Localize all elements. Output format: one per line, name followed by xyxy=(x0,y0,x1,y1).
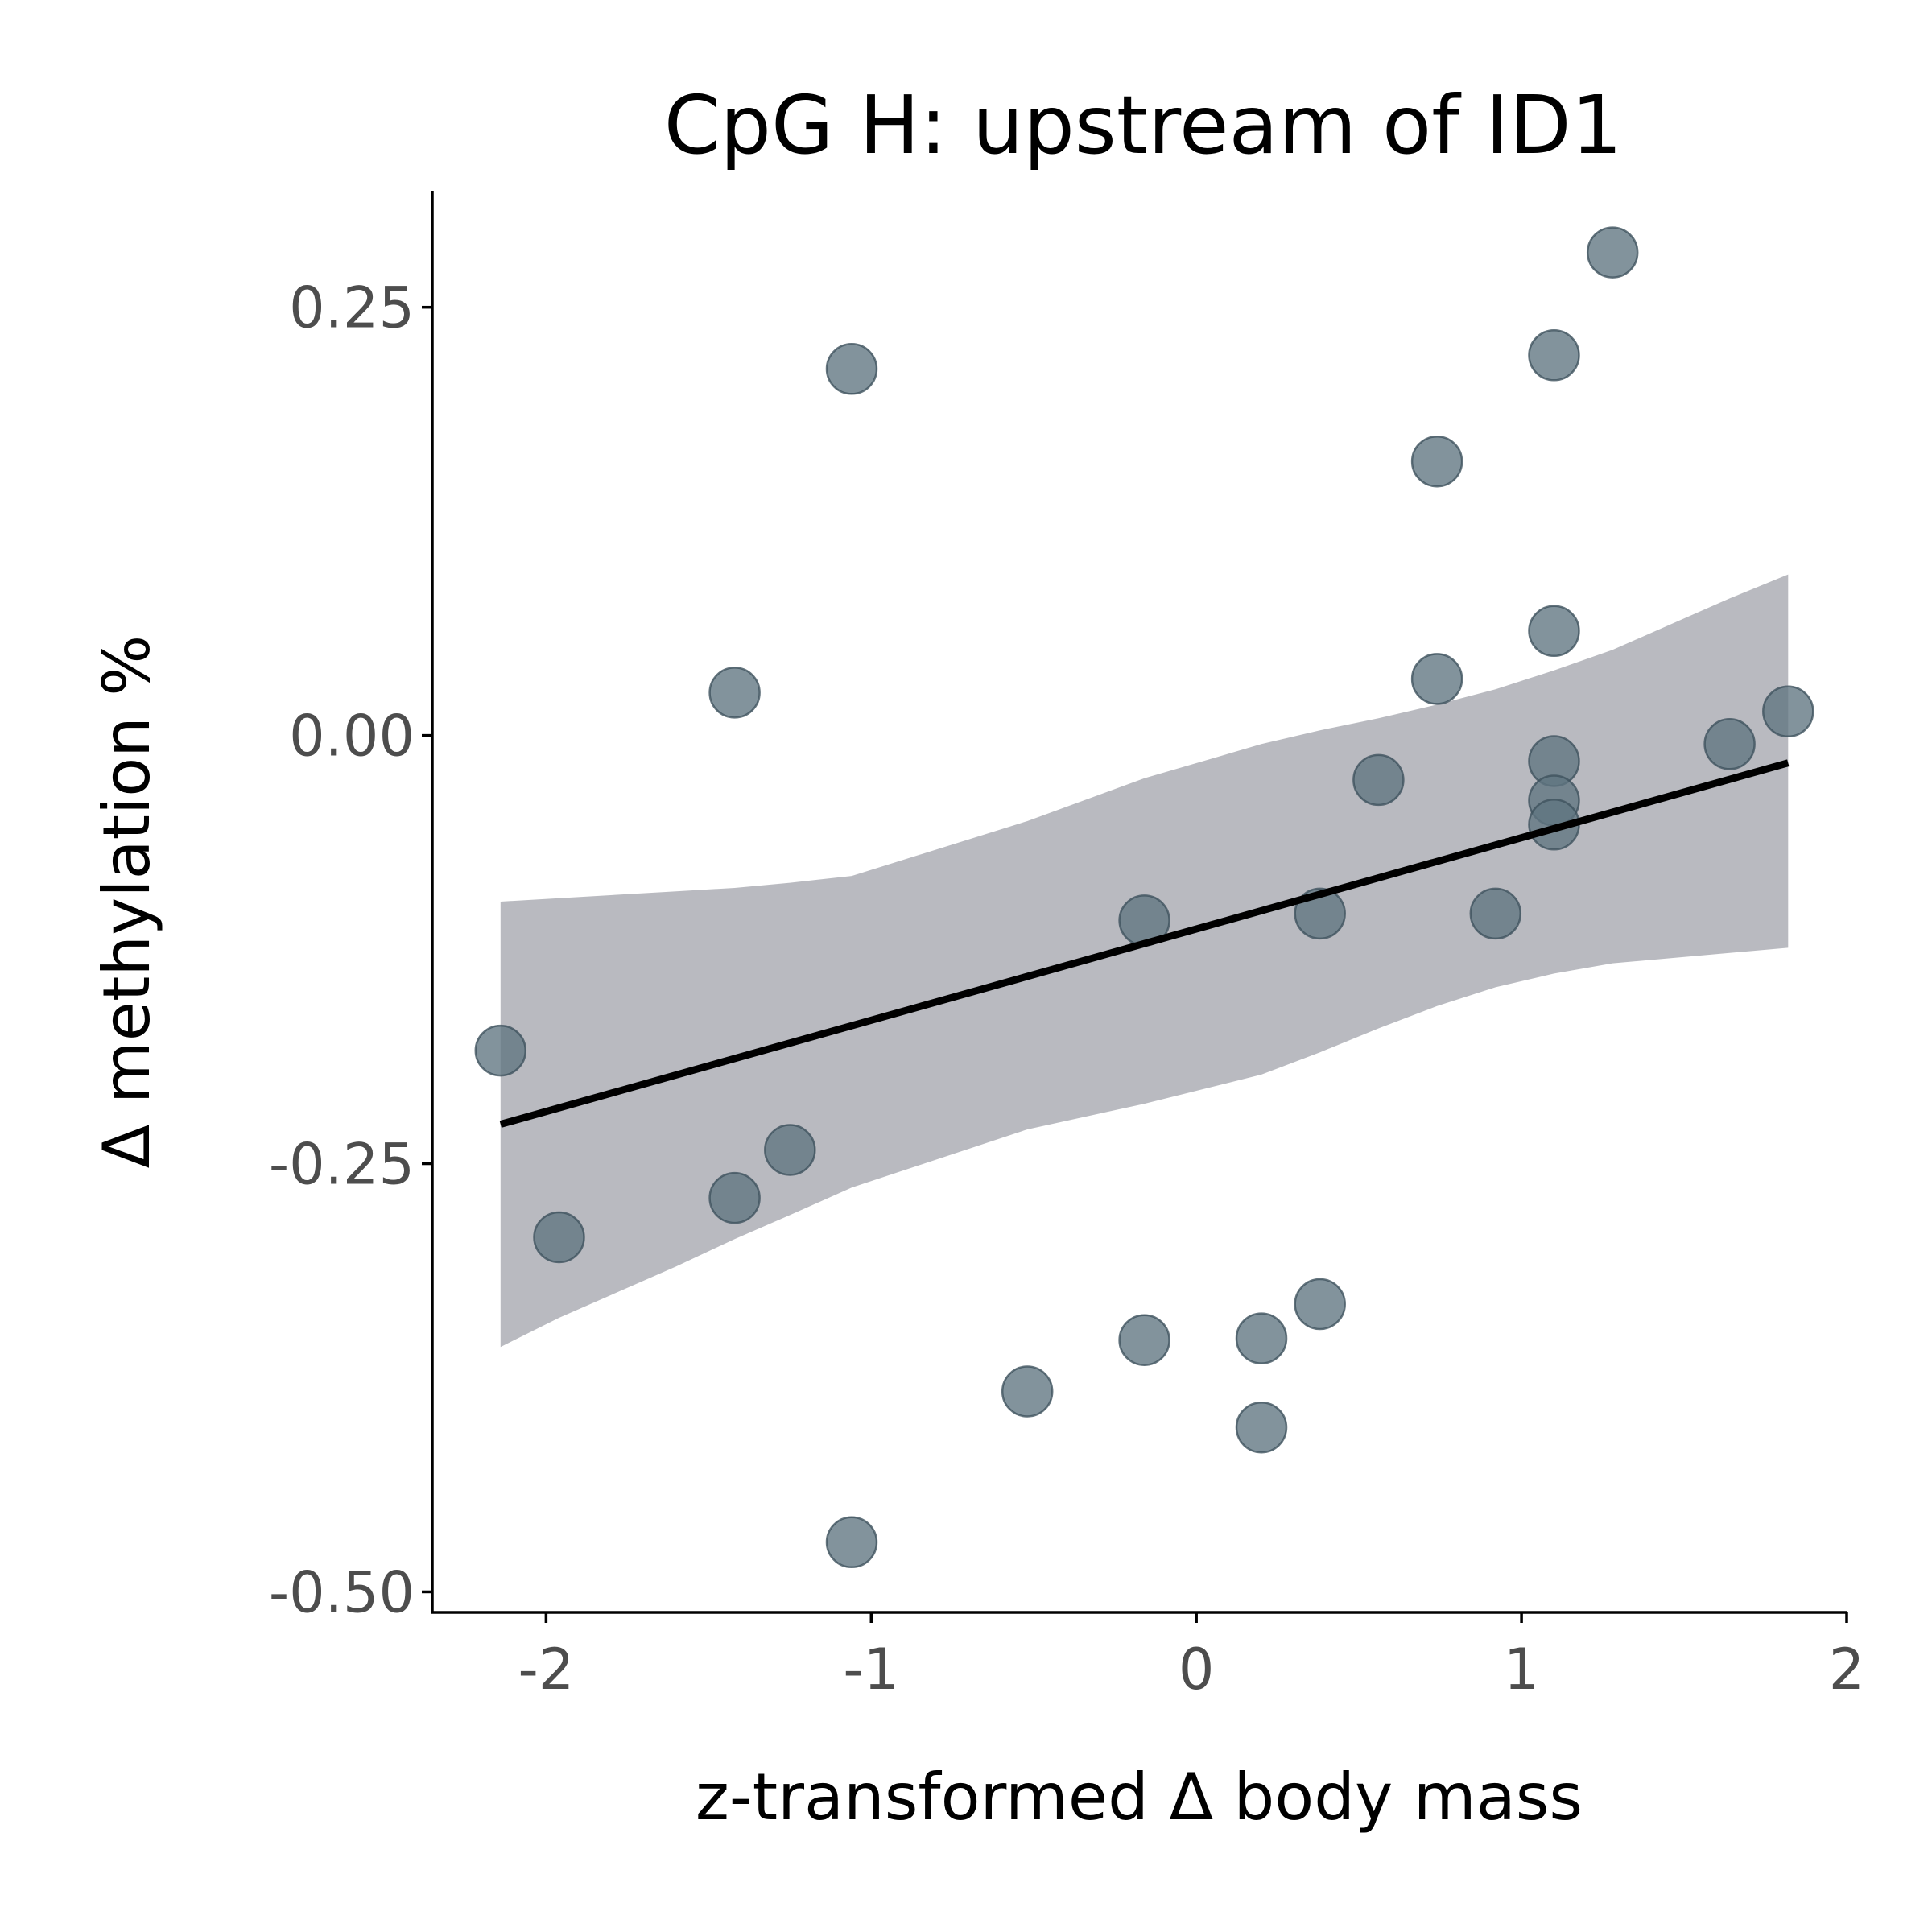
y-tick-label: -0.50 xyxy=(269,1559,415,1625)
data-point xyxy=(1528,329,1580,382)
y-tick-label: -0.25 xyxy=(269,1132,415,1198)
data-point xyxy=(1118,1314,1170,1366)
y-tick-label: 0.00 xyxy=(289,704,415,770)
chart-title: CpG H: upstream of ID1 xyxy=(664,78,1623,172)
data-point xyxy=(825,1516,878,1569)
y-axis-label: Δ methylation % xyxy=(89,635,164,1169)
data-point xyxy=(533,1211,585,1264)
data-point xyxy=(1235,1312,1288,1364)
data-point xyxy=(1235,1401,1288,1454)
data-point xyxy=(1410,435,1463,488)
x-axis-label: z-transformed Δ body mass xyxy=(696,1760,1583,1835)
data-point xyxy=(1352,753,1405,807)
x-tick-label: 2 xyxy=(1829,1637,1865,1703)
data-point xyxy=(474,1024,527,1077)
data-point xyxy=(1586,226,1639,279)
data-point xyxy=(825,343,878,395)
x-tick-label: -2 xyxy=(518,1637,574,1703)
regression-line xyxy=(499,759,1790,1128)
data-point xyxy=(1410,653,1463,705)
confidence-band xyxy=(500,574,1789,1348)
y-axis-ticks: -0.50 -0.25 0.00 0.25 xyxy=(269,275,432,1625)
data-point xyxy=(1469,887,1522,940)
x-tick-label: -1 xyxy=(843,1637,899,1703)
data-point xyxy=(708,667,761,719)
data-point xyxy=(1762,685,1814,738)
x-tick-label: 0 xyxy=(1179,1637,1215,1703)
data-point xyxy=(1703,718,1756,770)
x-axis-ticks: -2 -1 0 1 2 xyxy=(518,1612,1864,1703)
x-tick-label: 1 xyxy=(1504,1637,1540,1703)
data-point xyxy=(764,1124,816,1176)
plot-area xyxy=(474,226,1814,1569)
y-tick-label: 0.25 xyxy=(289,275,415,341)
data-point xyxy=(1528,605,1580,658)
data-point xyxy=(1294,1278,1346,1331)
data-point xyxy=(708,1171,761,1224)
data-point xyxy=(1001,1365,1054,1418)
